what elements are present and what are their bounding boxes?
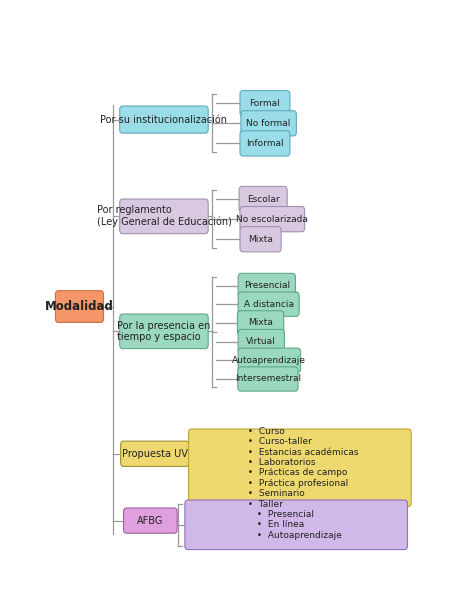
FancyBboxPatch shape bbox=[238, 330, 284, 354]
FancyBboxPatch shape bbox=[238, 292, 299, 316]
FancyBboxPatch shape bbox=[189, 429, 411, 507]
Text: Por reglamento
(Ley General de Educación): Por reglamento (Ley General de Educación… bbox=[97, 205, 231, 228]
FancyBboxPatch shape bbox=[237, 311, 284, 335]
Text: Intersemestral: Intersemestral bbox=[235, 375, 301, 384]
FancyBboxPatch shape bbox=[124, 508, 177, 533]
FancyBboxPatch shape bbox=[119, 199, 208, 234]
Text: Formal: Formal bbox=[250, 99, 280, 107]
FancyBboxPatch shape bbox=[119, 314, 208, 348]
Text: Mixta: Mixta bbox=[248, 319, 273, 327]
Text: Autoaprendizaje: Autoaprendizaje bbox=[232, 356, 306, 365]
FancyBboxPatch shape bbox=[241, 110, 296, 136]
FancyBboxPatch shape bbox=[185, 500, 408, 549]
FancyBboxPatch shape bbox=[55, 291, 103, 322]
Text: No formal: No formal bbox=[246, 119, 291, 128]
Text: Por la presencia en
tiempo y espacio: Por la presencia en tiempo y espacio bbox=[117, 320, 210, 342]
Text: Propuesta UV: Propuesta UV bbox=[122, 449, 188, 459]
Text: AFBG: AFBG bbox=[137, 515, 164, 526]
FancyBboxPatch shape bbox=[240, 90, 290, 116]
FancyBboxPatch shape bbox=[240, 206, 305, 232]
Text: A distancia: A distancia bbox=[244, 300, 293, 309]
FancyBboxPatch shape bbox=[238, 367, 298, 391]
FancyBboxPatch shape bbox=[240, 226, 281, 252]
FancyBboxPatch shape bbox=[239, 186, 287, 212]
Text: •  Curso
  •  Curso-taller
  •  Estancias académicas
  •  Laboratorios
  •  Prác: • Curso • Curso-taller • Estancias acadé… bbox=[242, 427, 358, 509]
FancyBboxPatch shape bbox=[238, 273, 295, 297]
FancyBboxPatch shape bbox=[238, 348, 301, 373]
Text: No escolarizada: No escolarizada bbox=[237, 215, 308, 223]
Text: Escolar: Escolar bbox=[247, 194, 280, 203]
Text: •  Presencial
  •  En línea
  •  Autoaprendizaje: • Presencial • En línea • Autoaprendizaj… bbox=[251, 510, 342, 540]
FancyBboxPatch shape bbox=[120, 441, 189, 466]
Text: Virtual: Virtual bbox=[246, 337, 276, 346]
FancyBboxPatch shape bbox=[119, 106, 208, 133]
Text: Modalidad: Modalidad bbox=[45, 300, 114, 313]
Text: Por su institucionalización: Por su institucionalización bbox=[100, 115, 228, 124]
Text: Informal: Informal bbox=[246, 139, 284, 148]
Text: Mixta: Mixta bbox=[248, 235, 273, 244]
Text: Presencial: Presencial bbox=[244, 281, 290, 290]
FancyBboxPatch shape bbox=[240, 131, 290, 156]
